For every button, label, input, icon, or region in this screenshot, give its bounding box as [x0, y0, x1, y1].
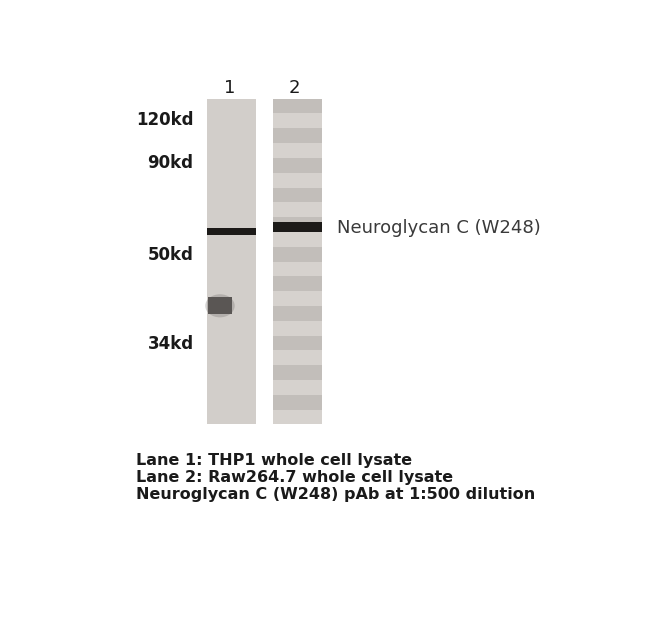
Bar — [274, 99, 322, 114]
Bar — [207, 99, 255, 424]
Text: 120kd: 120kd — [136, 111, 194, 129]
Bar — [274, 336, 322, 350]
Bar — [274, 247, 322, 262]
Bar — [274, 380, 322, 395]
Bar — [274, 291, 322, 306]
Bar — [274, 350, 322, 365]
Text: Lane 2: Raw264.7 whole cell lysate: Lane 2: Raw264.7 whole cell lysate — [135, 470, 452, 485]
Text: Neuroglycan C (W248): Neuroglycan C (W248) — [337, 219, 541, 237]
Bar — [274, 395, 322, 410]
Text: 50kd: 50kd — [148, 246, 194, 264]
Bar — [274, 173, 322, 188]
Bar — [274, 321, 322, 336]
Bar — [274, 143, 322, 158]
Text: Neuroglycan C (W248) pAb at 1:500 dilution: Neuroglycan C (W248) pAb at 1:500 diluti… — [135, 487, 535, 502]
Bar — [274, 158, 322, 173]
Text: 90kd: 90kd — [148, 154, 194, 172]
Bar — [209, 297, 231, 314]
Bar — [274, 217, 322, 232]
Bar — [274, 232, 322, 247]
Bar — [274, 202, 322, 217]
Bar — [274, 128, 322, 143]
Bar — [274, 114, 322, 128]
Bar — [207, 228, 255, 235]
Bar — [274, 222, 322, 232]
Text: Lane 1: THP1 whole cell lysate: Lane 1: THP1 whole cell lysate — [135, 453, 411, 468]
Bar — [274, 410, 322, 424]
Bar — [274, 188, 322, 202]
Text: 1: 1 — [224, 79, 236, 97]
Bar — [274, 99, 322, 424]
Bar — [274, 276, 322, 291]
Text: 2: 2 — [289, 79, 300, 97]
Bar — [274, 306, 322, 321]
Text: 34kd: 34kd — [148, 334, 194, 352]
Bar — [274, 365, 322, 380]
Ellipse shape — [205, 294, 235, 317]
Bar — [274, 262, 322, 276]
